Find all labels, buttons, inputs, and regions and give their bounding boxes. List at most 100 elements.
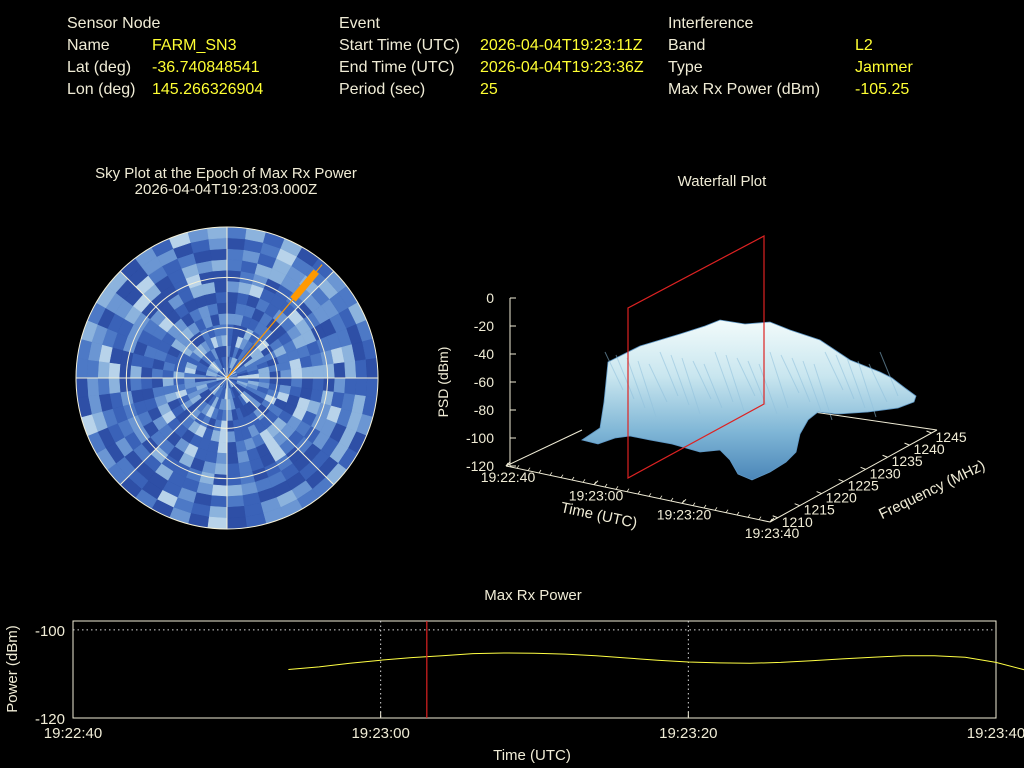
freq-tick <box>794 503 800 507</box>
sky-cell <box>209 495 228 508</box>
interference-type-label: Type <box>668 59 703 76</box>
sky-cell <box>290 367 303 379</box>
sky-cell <box>212 473 228 487</box>
sky-cell <box>365 377 378 398</box>
freq-tick <box>882 454 888 458</box>
z-axis-label: PSD (dBm) <box>435 347 451 418</box>
freq-tick <box>816 491 822 495</box>
sky-cell <box>218 313 228 325</box>
sky-cell <box>226 506 246 519</box>
back-edge <box>505 429 583 467</box>
interference-heading: Interference <box>668 15 754 32</box>
sky-cell <box>226 495 245 508</box>
sky-cell <box>226 280 240 293</box>
surface-streak <box>813 363 833 421</box>
sky-cell <box>129 365 142 379</box>
waterfall-surface-texture <box>604 351 899 421</box>
sensor-node-panel: Sensor Node Name FARM_SN3 Lat (deg) -36.74… <box>67 13 327 101</box>
surface-streak <box>868 363 888 403</box>
sky-cell <box>333 362 346 379</box>
time-tick-label: 19:23:40 <box>745 525 800 541</box>
sky-cell <box>226 516 247 529</box>
power-x-tick-label: 19:23:40 <box>967 725 1024 742</box>
sensor-name-value: FARM_SN3 <box>152 37 237 54</box>
freq-tick-label: 1220 <box>826 490 857 506</box>
power-chart-title: Max Rx Power <box>484 587 582 604</box>
time-minor-tick <box>659 495 663 499</box>
interference-power-label: Max Rx Power (dBm) <box>668 81 821 98</box>
z-tick-label: -20 <box>474 318 494 334</box>
event-period-value: 25 <box>480 81 498 98</box>
freq-tick-label: 1225 <box>848 477 879 493</box>
sky-spoke <box>226 377 335 486</box>
surface-streak <box>692 360 712 400</box>
interference-panel: Interference Band L2 Type Jammer Max Rx Po… <box>668 13 988 101</box>
time-minor-tick <box>736 511 740 516</box>
sky-cell <box>151 377 164 389</box>
surface-streak <box>857 360 877 418</box>
interference-band-value: L2 <box>855 37 873 54</box>
sky-cell <box>322 363 336 379</box>
sky-cell <box>322 377 336 393</box>
sky-cell <box>76 377 89 398</box>
sky-cell <box>355 359 368 379</box>
freq-tick-label: 1235 <box>892 453 923 469</box>
surface-streak <box>824 351 844 391</box>
sky-cell <box>219 323 228 336</box>
surface-streak <box>879 351 899 397</box>
sky-bearing-marker <box>290 269 319 302</box>
surface-streak <box>604 351 624 391</box>
freq-tick-label: 1245 <box>936 429 967 445</box>
power-chart-ticks: 19:22:40 19:23:00 19:23:20 19:23:40 -100 -120… <box>4 623 1024 764</box>
power-chart: 19:22:40 19:23:00 19:23:20 19:23:40 -100 -120… <box>4 620 1024 764</box>
time-minor-tick <box>769 518 773 523</box>
surface-streak <box>769 351 789 409</box>
sky-cell <box>226 473 242 487</box>
time-minor-tick <box>714 507 718 511</box>
sky-cell <box>226 441 238 454</box>
sensor-lat-label: Lat (deg) <box>67 59 132 76</box>
surface-streak <box>637 360 657 418</box>
time-minor-tick <box>549 472 553 476</box>
time-minor-tick <box>516 465 520 469</box>
sky-cell <box>301 377 314 390</box>
z-tick-label: -40 <box>474 346 494 362</box>
freq-tick-label: 1210 <box>782 514 813 530</box>
surface-streak <box>835 354 855 400</box>
time-minor-tick <box>582 479 586 483</box>
freq-tick <box>926 430 932 434</box>
waterfall-title: Waterfall Plot <box>677 173 767 190</box>
power-y-tick-label: -120 <box>35 711 65 728</box>
time-minor-tick <box>692 502 696 506</box>
event-end-label: End Time (UTC) <box>339 59 455 76</box>
power-x-tick-label: 19:23:20 <box>659 725 717 742</box>
surface-streak <box>725 354 745 412</box>
sky-cell <box>226 269 242 283</box>
time-minor-tick <box>527 467 531 471</box>
event-start-label: Start Time (UTC) <box>339 37 460 54</box>
sky-cell <box>226 431 236 443</box>
event-panel: Event Start Time (UTC) 2026-04-04T19:23:1… <box>339 13 659 101</box>
time-tick-label: 19:22:40 <box>481 469 536 485</box>
surface-streak <box>714 351 734 403</box>
sensor-lat-value: -36.740848541 <box>152 59 260 76</box>
sky-cell <box>312 365 325 379</box>
time-tick-label: 19:23:20 <box>657 506 712 522</box>
interference-type-value: Jammer <box>855 59 913 76</box>
sky-cell <box>226 259 243 272</box>
event-start-value: 2026-04-04T19:23:11Z <box>480 37 643 54</box>
surface-streak <box>615 354 635 400</box>
sky-plot <box>75 226 379 530</box>
sky-cell <box>344 360 357 379</box>
sky-cell <box>216 302 228 315</box>
event-heading: Event <box>339 15 380 32</box>
time-minor-tick <box>560 474 564 478</box>
freq-tick-label: 1240 <box>914 441 945 457</box>
time-minor-tick <box>505 462 509 467</box>
sky-cell <box>226 237 246 250</box>
sky-cell <box>365 358 378 379</box>
sky-cell <box>129 377 142 391</box>
surface-streak <box>791 357 811 403</box>
surface-streak <box>648 363 668 403</box>
sky-cell <box>97 377 110 396</box>
